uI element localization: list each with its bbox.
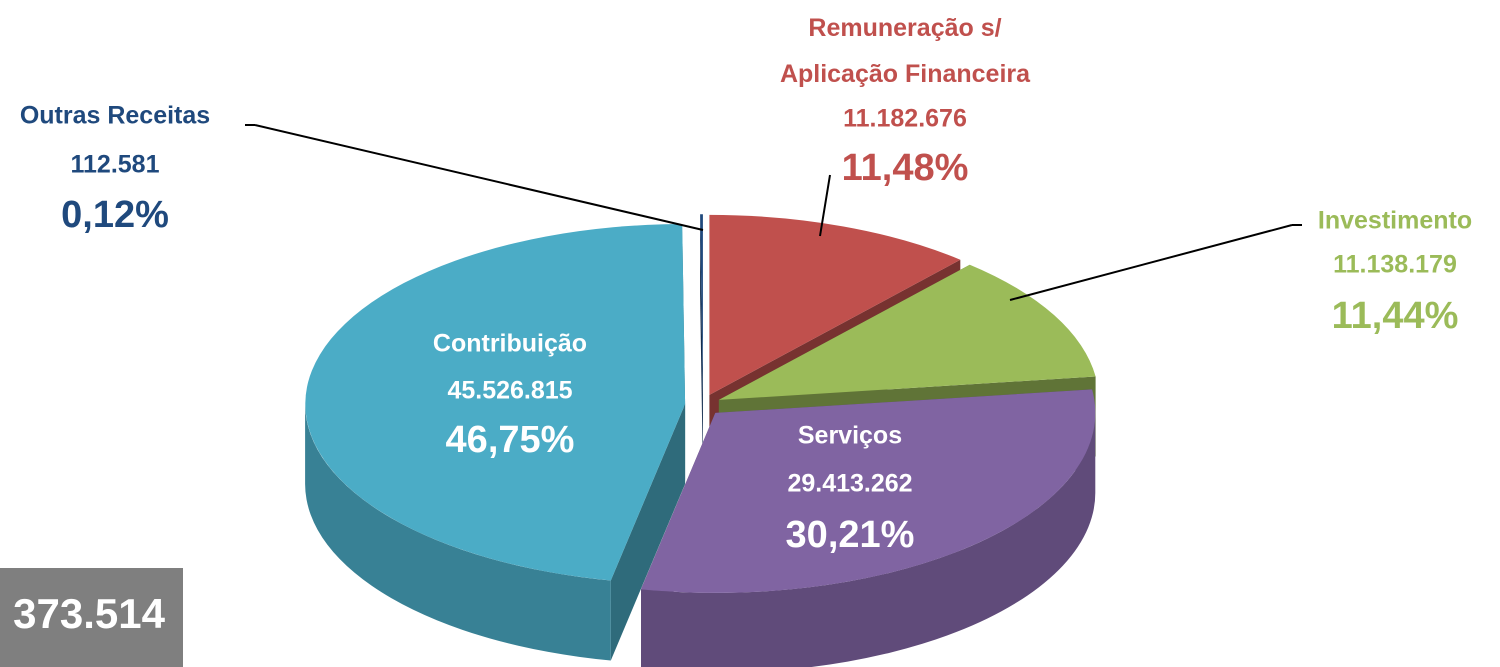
slice xyxy=(718,264,1096,400)
leader-line xyxy=(254,124,704,231)
category-label: Investimento xyxy=(1318,207,1472,235)
percent-label: 11,48% xyxy=(842,147,969,189)
slice-edge xyxy=(610,404,686,661)
percent-label: 30,21% xyxy=(786,514,915,556)
slice-wall xyxy=(305,404,611,661)
category-label: Outras Receitas xyxy=(20,102,210,130)
category-label: Remuneração s/Aplicação Financeira xyxy=(780,14,1031,88)
slice-wall xyxy=(641,412,1096,667)
slice-tops xyxy=(305,214,1096,593)
percent-label: 11,44% xyxy=(1332,295,1459,337)
slice-edge xyxy=(700,214,703,475)
category-label: Serviços xyxy=(798,422,902,450)
percent-label: 46,75% xyxy=(446,419,575,461)
slice xyxy=(700,214,703,395)
amount-label: 11.182.676 xyxy=(843,105,967,133)
amount-label: 29.413.262 xyxy=(787,470,912,498)
leader-line xyxy=(1009,224,1293,301)
total-label: 373.514 xyxy=(13,590,165,637)
slice xyxy=(709,214,961,395)
percent-label: 0,12% xyxy=(61,194,169,236)
amount-label: 45.526.815 xyxy=(447,377,572,405)
total-box xyxy=(0,568,183,667)
slice xyxy=(305,224,686,581)
amount-label: 11.138.179 xyxy=(1333,251,1457,279)
slice xyxy=(641,389,1096,593)
amount-label: 112.581 xyxy=(71,151,160,179)
category-label: Contribuição xyxy=(433,330,587,358)
leader-line xyxy=(819,174,831,237)
